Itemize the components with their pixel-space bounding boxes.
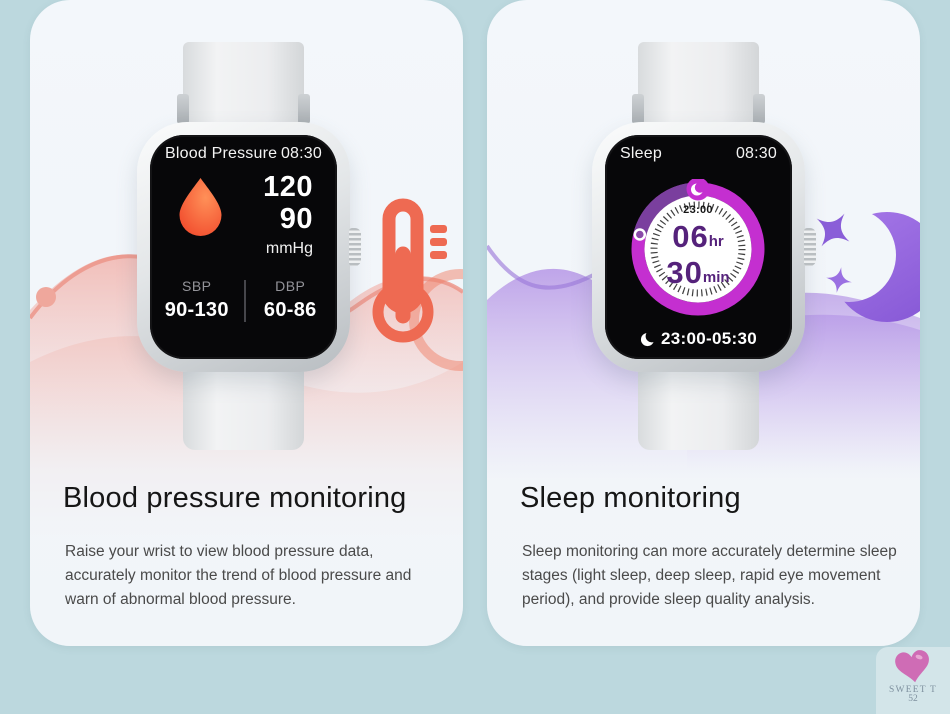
watch-band-bottom (183, 370, 304, 450)
bp-readings: 120 90 mmHg (263, 171, 313, 258)
watch-screen-blood-pressure: Blood Pressure 08:30 120 90 mmHg (150, 135, 337, 359)
smartwatch-sleep: Sleep 08:30 (592, 42, 816, 452)
watch-crown (349, 228, 361, 266)
card-title: Blood pressure monitoring (63, 482, 407, 514)
systolic-value: 120 (263, 171, 313, 203)
moon-icon (640, 331, 656, 346)
moon-icon (686, 179, 710, 201)
heart-icon (895, 650, 929, 683)
watermark-number: 52 (908, 694, 918, 704)
sparkle-star-icon (816, 213, 850, 247)
blood-drop-icon (179, 178, 222, 236)
bp-unit: mmHg (265, 240, 313, 257)
watch-lug (632, 94, 644, 124)
watch-band-bottom (638, 370, 759, 450)
bedtime-label: 23:00 (683, 204, 713, 216)
watch-band-top (638, 42, 759, 126)
column-divider (243, 280, 246, 322)
blood-pressure-card: Blood Pressure 08:30 120 90 mmHg (30, 0, 463, 646)
dbp-label: DBP (275, 278, 306, 294)
watch-lug (753, 94, 765, 124)
sbp-column: SBP 90-130 (150, 278, 244, 322)
watch-screen-header: Blood Pressure 08:30 (165, 145, 322, 163)
sleep-card: Sleep 08:30 (487, 0, 920, 646)
sleep-time-range: 23:00-05:30 (605, 329, 792, 349)
dbp-range: 60-86 (263, 299, 317, 321)
minutes-value: 30 (666, 255, 703, 290)
diastolic-value: 90 (279, 203, 313, 235)
watermark-badge: SWEET T 52 (876, 647, 950, 714)
screen-time: 08:30 (735, 145, 777, 162)
dial-start-marker (633, 228, 647, 241)
watch-screen-sleep: Sleep 08:30 (605, 135, 792, 359)
sleep-hours: 06 hr (628, 220, 768, 254)
sparkle-star-icon (826, 267, 852, 293)
screen-app-title: Blood Pressure (165, 145, 278, 162)
thermometer-icon (372, 198, 447, 343)
ring-decor (409, 269, 463, 371)
smartwatch-blood-pressure: Blood Pressure 08:30 120 90 mmHg (137, 42, 361, 452)
dbp-column: DBP 60-86 (244, 278, 338, 322)
bp-range-columns: SBP 90-130 DBP 60-86 (150, 278, 337, 322)
watch-lug (177, 94, 189, 124)
sleep-dial: 23:00 06 hr 30 min (628, 179, 768, 319)
minutes-unit: min (702, 269, 730, 286)
hours-value: 06 (672, 219, 709, 254)
card-description: Raise your wrist to view blood pressure … (65, 543, 412, 608)
sleep-dial-ring (631, 179, 765, 316)
hours-unit: hr (708, 233, 724, 250)
watch-screen-header: Sleep 08:30 (620, 145, 777, 163)
watermark-title: SWEET T (889, 685, 937, 695)
crescent-moon-icon (832, 212, 920, 322)
watch-crown (804, 228, 816, 266)
sbp-range: 90-130 (164, 299, 229, 321)
watch-lug (298, 94, 310, 124)
sleep-minutes: 30 min (628, 256, 768, 290)
sbp-label: SBP (181, 278, 212, 294)
card-description: Sleep monitoring can more accurately det… (522, 543, 897, 608)
screen-app-title: Sleep (620, 145, 662, 162)
dot-decor (36, 287, 56, 307)
sleep-range-text: 23:00-05:30 (661, 329, 757, 348)
watch-band-top (183, 42, 304, 126)
card-title: Sleep monitoring (520, 482, 741, 514)
screen-time: 08:30 (280, 145, 322, 162)
